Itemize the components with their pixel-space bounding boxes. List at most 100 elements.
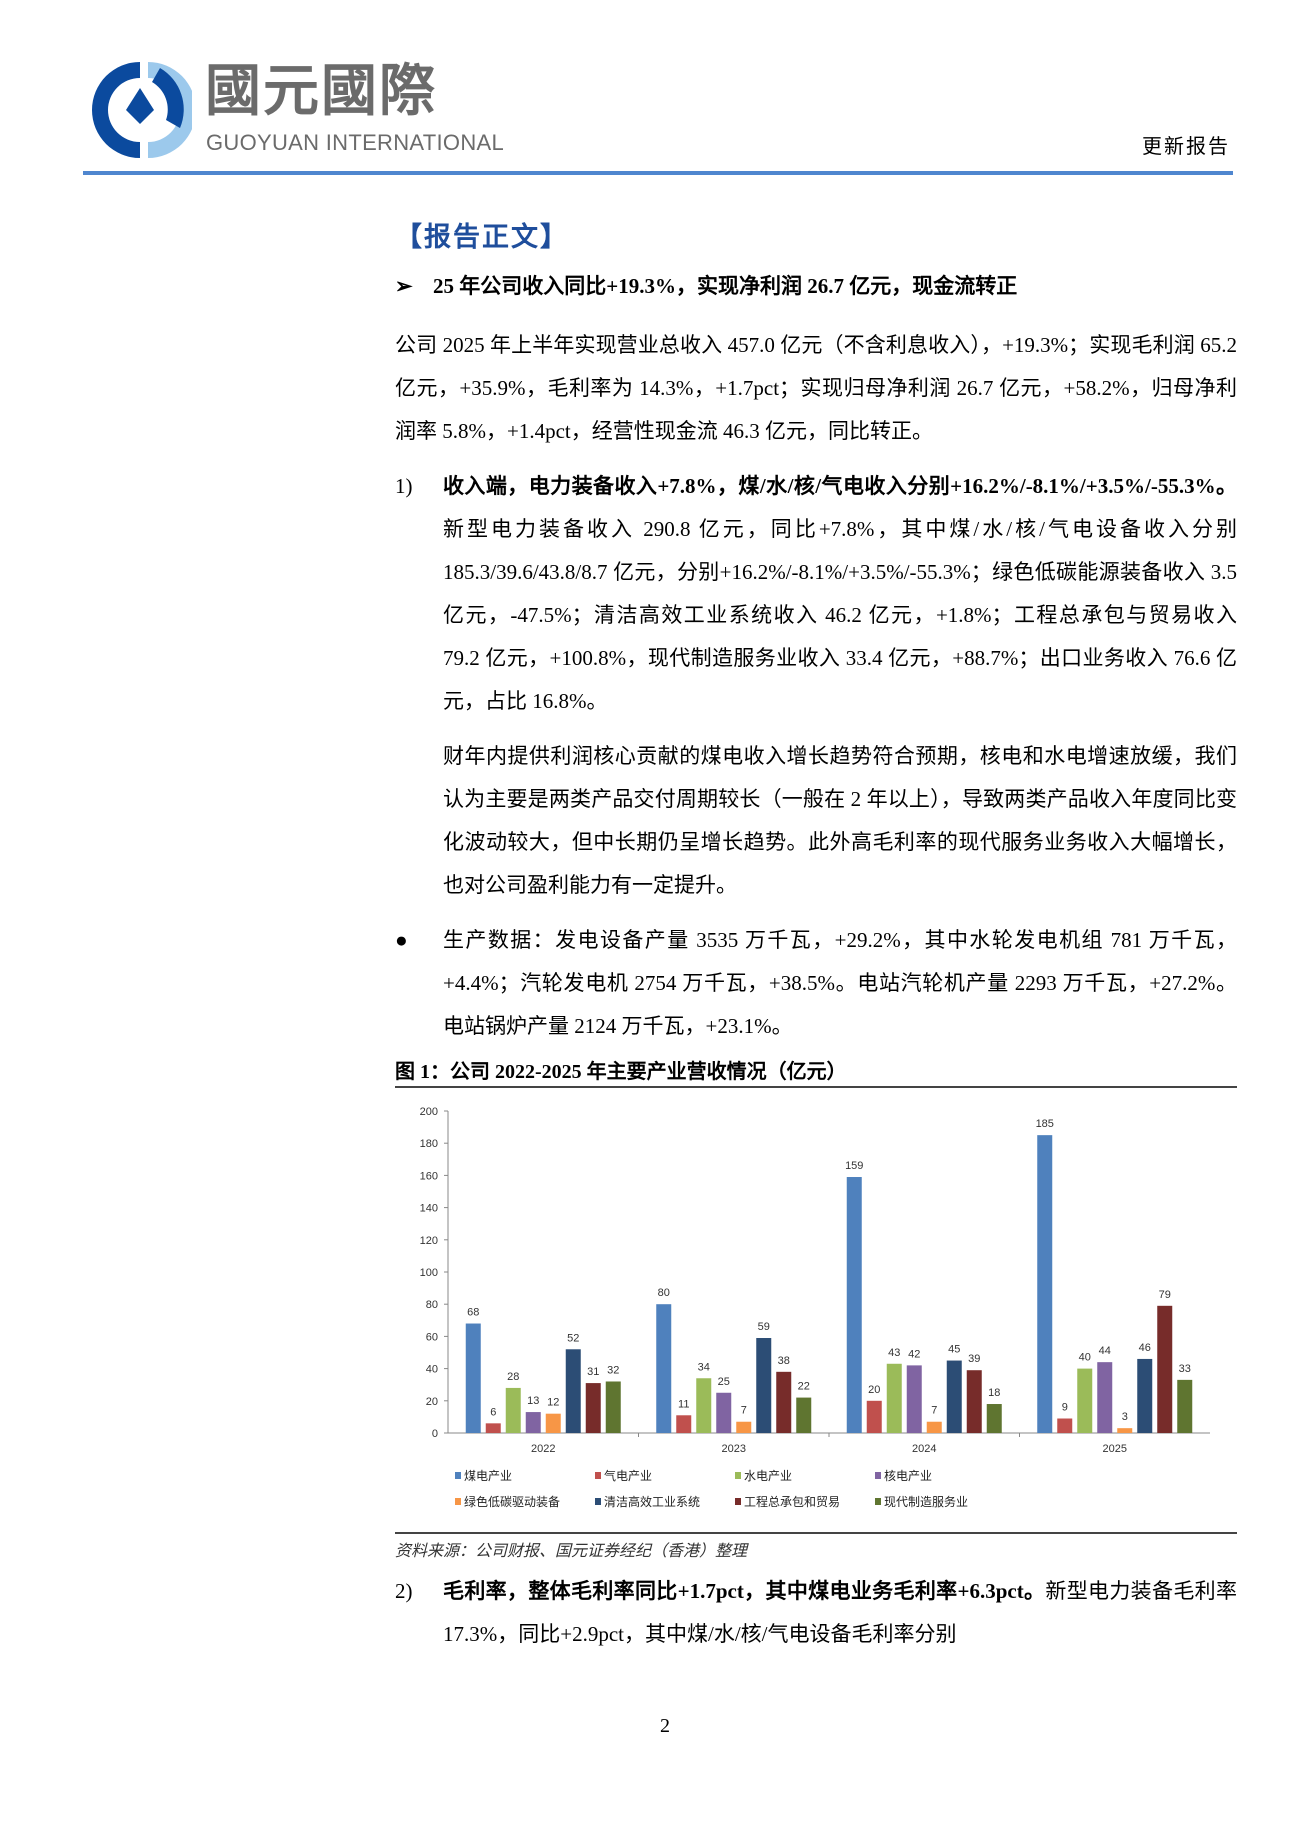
data-label: 13 — [527, 1395, 539, 1407]
data-label: 32 — [607, 1364, 619, 1376]
data-label: 7 — [741, 1405, 747, 1417]
bar — [1157, 1305, 1173, 1433]
data-label: 3 — [1122, 1411, 1128, 1423]
data-label: 6 — [490, 1406, 496, 1418]
item2: 2) 毛利率，整体毛利率同比+1.7pct，其中煤电业务毛利率+6.3pct。新… — [395, 1570, 1237, 1656]
production-paragraph: 生产数据：发电设备产量 3535 万千瓦，+29.2%，其中水轮发电机组 781… — [443, 919, 1237, 1048]
production-item: ● 生产数据：发电设备产量 3535 万千瓦，+29.2%，其中水轮发电机组 7… — [395, 919, 1237, 1048]
legend-label: 核电产业 — [884, 1469, 932, 1483]
legend-swatch — [595, 1498, 601, 1505]
logo-text-cn: 國元國際 — [205, 59, 437, 124]
legend-swatch — [455, 1498, 461, 1505]
data-label: 80 — [658, 1287, 670, 1299]
legend-swatch — [595, 1472, 601, 1479]
bar — [756, 1338, 772, 1433]
legend-label: 绿色低碳驱动装备 — [464, 1494, 560, 1509]
bar — [676, 1415, 692, 1433]
y-tick-label: 200 — [420, 1106, 438, 1118]
data-label: 12 — [547, 1397, 559, 1409]
bar — [986, 1404, 1002, 1433]
legend-swatch — [455, 1472, 461, 1479]
data-label: 46 — [1139, 1342, 1151, 1354]
data-label: 33 — [1179, 1363, 1191, 1375]
legend-label: 气电产业 — [604, 1468, 652, 1483]
data-label: 34 — [698, 1361, 710, 1373]
legend-swatch — [735, 1472, 741, 1479]
document-type: 更新报告 — [1142, 136, 1230, 158]
company-logo-icon — [92, 62, 192, 158]
page-number: 2 — [660, 1715, 670, 1737]
bullet-heading: ➢ 25 年公司收入同比+19.3%，实现净利润 26.7 亿元，现金流转正 — [395, 270, 1237, 302]
y-tick-label: 60 — [426, 1331, 438, 1343]
y-tick-label: 180 — [420, 1138, 438, 1150]
bar — [1037, 1135, 1053, 1433]
legend-label: 工程总承包和贸易 — [744, 1494, 840, 1509]
bar — [1137, 1358, 1153, 1433]
y-tick-label: 100 — [420, 1267, 438, 1279]
bar — [545, 1413, 561, 1433]
y-tick-label: 140 — [420, 1203, 438, 1215]
figure-bottom-rule — [395, 1532, 1237, 1534]
bar — [505, 1387, 521, 1433]
data-label: 20 — [868, 1384, 880, 1396]
bar — [525, 1412, 541, 1433]
section-title: 【报告正文】 — [395, 222, 569, 252]
bar — [696, 1378, 712, 1433]
figure-top-rule — [395, 1086, 1237, 1088]
arrow-bullet-icon: ➢ — [395, 274, 413, 298]
legend-swatch — [875, 1498, 881, 1505]
production-text: 发电设备产量 3535 万千瓦，+29.2%，其中水轮发电机组 781 万千瓦，… — [443, 928, 1238, 1038]
figure-caption: 图 1：公司 2022-2025 年主要产业营收情况（亿元） — [395, 1061, 847, 1083]
legend-swatch — [875, 1472, 881, 1479]
bar — [1057, 1418, 1073, 1433]
data-label: 79 — [1159, 1289, 1171, 1301]
item1-number: 1) — [395, 474, 413, 498]
bar — [585, 1383, 601, 1433]
bar — [926, 1421, 942, 1433]
x-tick-label: 2023 — [722, 1443, 746, 1455]
data-label: 45 — [948, 1344, 960, 1356]
data-label: 68 — [467, 1307, 479, 1319]
bar — [1177, 1379, 1193, 1433]
bar — [605, 1381, 621, 1433]
data-label: 7 — [931, 1405, 937, 1417]
legend-label: 煤电产业 — [464, 1469, 512, 1483]
production-label: 生产数据： — [443, 928, 556, 952]
y-tick-label: 120 — [420, 1235, 438, 1247]
bar — [796, 1397, 812, 1433]
data-label: 42 — [908, 1348, 920, 1360]
data-label: 11 — [678, 1398, 689, 1410]
bar — [866, 1400, 882, 1433]
item2-bold: 毛利率，整体毛利率同比+1.7pct，其中煤电业务毛利率+6.3pct。 — [443, 1579, 1046, 1603]
data-label: 40 — [1079, 1352, 1091, 1364]
bullet-heading-text: 25 年公司收入同比+19.3%，实现净利润 26.7 亿元，现金流转正 — [433, 274, 1018, 298]
data-label: 52 — [567, 1332, 579, 1344]
item2-text: 新型电力装备毛利率 17.3%，同比+2.9pct，其中煤/水/核/气电设备毛利… — [443, 1579, 1238, 1646]
data-label: 44 — [1099, 1345, 1111, 1357]
bar — [946, 1360, 962, 1433]
summary-paragraph: 公司 2025 年上半年实现营业总收入 457.0 亿元（不含利息收入），+19… — [395, 333, 1237, 443]
round-bullet-icon: ● — [395, 928, 408, 952]
data-label: 25 — [718, 1376, 730, 1388]
bar — [1117, 1428, 1133, 1433]
data-label: 43 — [888, 1347, 900, 1359]
bar — [966, 1370, 982, 1433]
y-tick-label: 20 — [426, 1396, 438, 1408]
legend-swatch — [735, 1498, 741, 1505]
bar — [776, 1371, 792, 1433]
data-label: 18 — [988, 1387, 1000, 1399]
bar — [906, 1365, 922, 1433]
x-tick-label: 2025 — [1103, 1443, 1127, 1455]
data-label: 28 — [507, 1371, 519, 1383]
bar — [485, 1423, 501, 1433]
bar — [716, 1392, 732, 1433]
source-note: 资料来源：公司财报、国元证券经纪（香港）整理 — [395, 1543, 748, 1560]
data-label: 185 — [1036, 1118, 1054, 1130]
data-label: 159 — [845, 1160, 863, 1172]
data-label: 59 — [758, 1321, 770, 1333]
report-body: 【报告正文】 ➢ 25 年公司收入同比+19.3%，实现净利润 26.7 亿元，现… — [395, 218, 1237, 1656]
bar — [1077, 1368, 1093, 1433]
logo-text-en: GUOYUAN INTERNATIONAL — [206, 130, 505, 155]
legend-label: 水电产业 — [744, 1469, 792, 1483]
